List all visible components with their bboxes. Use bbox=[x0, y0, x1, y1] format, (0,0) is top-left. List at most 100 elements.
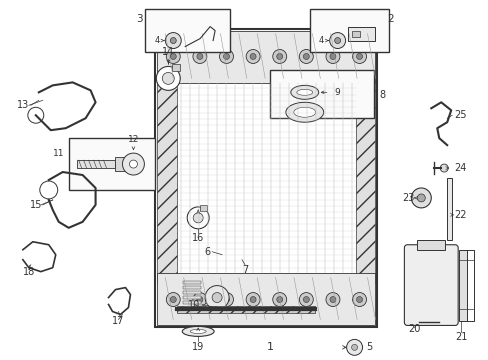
Text: 24: 24 bbox=[453, 163, 466, 173]
Bar bbox=[145, 9, 229, 53]
Text: 4: 4 bbox=[154, 36, 160, 45]
Text: 10: 10 bbox=[187, 300, 200, 310]
Circle shape bbox=[197, 54, 203, 59]
Bar bbox=[347, 27, 375, 41]
Circle shape bbox=[352, 50, 366, 63]
Circle shape bbox=[303, 54, 309, 59]
Circle shape bbox=[170, 54, 176, 59]
Circle shape bbox=[205, 285, 228, 310]
Ellipse shape bbox=[296, 89, 312, 95]
Bar bbox=[155, 28, 377, 328]
Bar bbox=[183, 296, 201, 298]
Circle shape bbox=[299, 50, 313, 63]
Circle shape bbox=[334, 37, 340, 44]
Circle shape bbox=[193, 293, 206, 306]
Circle shape bbox=[329, 54, 335, 59]
Bar bbox=[351, 31, 359, 37]
Bar bbox=[447, 178, 451, 240]
Text: 13: 13 bbox=[17, 100, 29, 110]
Circle shape bbox=[410, 188, 430, 208]
Ellipse shape bbox=[290, 85, 318, 99]
Circle shape bbox=[249, 54, 256, 59]
Bar bbox=[183, 291, 201, 293]
Circle shape bbox=[197, 297, 203, 302]
Circle shape bbox=[329, 297, 335, 302]
Circle shape bbox=[346, 339, 362, 355]
Circle shape bbox=[166, 50, 180, 63]
Circle shape bbox=[219, 293, 233, 306]
Text: 20: 20 bbox=[407, 324, 420, 334]
Text: 3: 3 bbox=[136, 14, 142, 24]
Bar bbox=[157, 273, 375, 325]
Text: 4: 4 bbox=[319, 36, 324, 45]
Bar bbox=[114, 157, 126, 171]
Bar bbox=[172, 64, 180, 71]
Bar bbox=[183, 301, 201, 303]
Text: 23: 23 bbox=[401, 193, 413, 203]
Bar bbox=[177, 306, 314, 314]
Circle shape bbox=[272, 50, 286, 63]
Circle shape bbox=[223, 297, 229, 302]
Text: 8: 8 bbox=[379, 90, 385, 100]
Bar bbox=[68, 138, 155, 190]
Ellipse shape bbox=[293, 107, 315, 117]
Text: 11: 11 bbox=[53, 149, 64, 158]
Circle shape bbox=[303, 297, 309, 302]
Bar bbox=[269, 71, 374, 118]
Text: 5: 5 bbox=[366, 342, 372, 352]
Circle shape bbox=[276, 297, 282, 302]
Circle shape bbox=[28, 107, 44, 123]
Text: 7: 7 bbox=[242, 265, 247, 275]
Circle shape bbox=[325, 50, 339, 63]
Text: 15: 15 bbox=[30, 200, 42, 210]
Bar bbox=[309, 9, 388, 53]
Bar bbox=[355, 84, 375, 283]
Bar bbox=[458, 250, 466, 321]
Text: 9: 9 bbox=[334, 88, 340, 97]
Circle shape bbox=[329, 32, 345, 49]
Circle shape bbox=[162, 72, 174, 84]
Circle shape bbox=[219, 50, 233, 63]
Circle shape bbox=[272, 293, 286, 306]
Bar bbox=[183, 285, 201, 289]
Circle shape bbox=[356, 297, 362, 302]
Text: 22: 22 bbox=[453, 210, 466, 220]
Text: 16: 16 bbox=[192, 233, 204, 243]
Circle shape bbox=[193, 50, 206, 63]
Circle shape bbox=[193, 213, 203, 223]
Circle shape bbox=[351, 345, 357, 350]
Circle shape bbox=[156, 67, 180, 90]
Circle shape bbox=[416, 194, 425, 202]
Circle shape bbox=[165, 32, 181, 49]
Circle shape bbox=[249, 297, 256, 302]
Bar bbox=[77, 160, 114, 168]
Circle shape bbox=[299, 293, 313, 306]
Text: 21: 21 bbox=[454, 332, 467, 342]
Bar bbox=[183, 280, 201, 284]
Text: 19: 19 bbox=[192, 342, 204, 352]
Circle shape bbox=[245, 50, 260, 63]
Circle shape bbox=[187, 207, 209, 229]
Circle shape bbox=[40, 181, 58, 199]
Bar bbox=[200, 205, 207, 211]
Circle shape bbox=[223, 54, 229, 59]
Ellipse shape bbox=[285, 102, 323, 122]
Text: 25: 25 bbox=[453, 110, 466, 120]
Circle shape bbox=[356, 54, 362, 59]
Bar bbox=[157, 31, 375, 84]
Circle shape bbox=[170, 297, 176, 302]
Text: 14: 14 bbox=[162, 48, 174, 58]
Circle shape bbox=[439, 164, 447, 172]
Text: 2: 2 bbox=[386, 14, 393, 24]
Bar bbox=[157, 84, 177, 283]
Ellipse shape bbox=[182, 327, 214, 336]
Circle shape bbox=[276, 54, 282, 59]
Circle shape bbox=[325, 293, 339, 306]
FancyBboxPatch shape bbox=[404, 245, 457, 325]
Text: 6: 6 bbox=[203, 247, 210, 257]
Circle shape bbox=[245, 293, 260, 306]
Text: 1: 1 bbox=[266, 342, 273, 352]
Circle shape bbox=[122, 153, 144, 175]
Text: 18: 18 bbox=[23, 267, 35, 276]
Ellipse shape bbox=[190, 329, 206, 333]
